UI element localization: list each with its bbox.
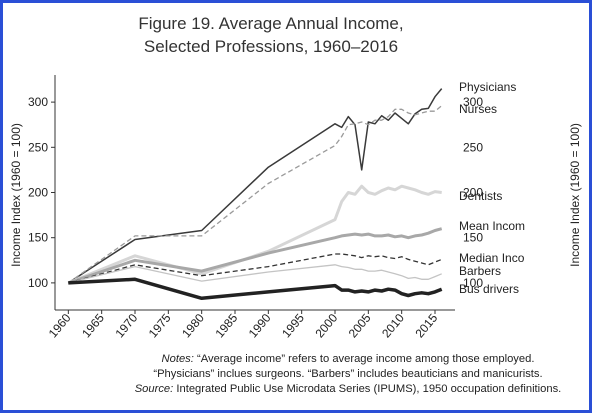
series-line	[68, 277, 443, 301]
series-label: Nurses	[459, 102, 497, 116]
series-label: Mean Incom	[459, 219, 525, 233]
x-tick-label: 2010	[379, 311, 407, 341]
x-tick-label: 1970	[112, 311, 140, 341]
note: Notes: “Average income” refers to averag…	[162, 353, 535, 365]
chart-title: Figure 19. Average Annual Income,	[138, 14, 403, 33]
y2-tick-label: 150	[463, 231, 483, 245]
x-tick-label: 1960	[46, 311, 74, 341]
chart-title: Selected Professions, 1960–2016	[144, 37, 398, 56]
y2-tick-label: 250	[463, 140, 483, 154]
series-line	[67, 184, 442, 285]
x-tick-label: 1990	[246, 311, 274, 341]
y2-axis-label: Income Index (1960 = 100)	[568, 123, 582, 267]
series-label: Physicians	[459, 80, 516, 94]
x-tick-label: 1995	[279, 311, 307, 341]
y-tick-label: 250	[28, 140, 48, 154]
note-lead: Notes:	[162, 353, 194, 365]
x-tick-label: 1980	[179, 311, 207, 341]
y-axis-label: Income Index (1960 = 100)	[9, 123, 23, 267]
note-text: “Average income” refers to average incom…	[197, 353, 534, 365]
note-text: Integrated Public Use Microdata Series (…	[176, 383, 561, 395]
series-label: Bus drivers	[459, 282, 519, 296]
series-line	[68, 253, 442, 284]
y-tick-label: 100	[28, 276, 48, 290]
series-line	[67, 227, 443, 285]
x-tick-label: 1985	[212, 311, 240, 341]
chart: Figure 19. Average Annual Income, Select…	[9, 14, 582, 395]
series-label: Median Inco	[459, 251, 525, 265]
series-label: Dentists	[459, 189, 502, 203]
series-label: Barbers	[459, 264, 501, 278]
series-line	[68, 264, 442, 284]
x-tick-label: 1965	[79, 311, 107, 341]
x-tick-label: 2015	[412, 311, 440, 341]
note: Source: Integrated Public Use Microdata …	[135, 383, 562, 395]
note-lead: Source:	[135, 383, 174, 395]
series-line	[67, 105, 443, 284]
x-tick-label: 2000	[312, 311, 340, 341]
y-tick-label: 150	[28, 231, 48, 245]
x-tick-label: 2005	[346, 311, 374, 341]
y2-tick-label: 300	[463, 95, 483, 109]
note: “Physicians” inclues surgeons. “Barbers”…	[153, 368, 542, 380]
series-line	[67, 88, 443, 284]
y2-tick-label: 200	[463, 186, 483, 200]
x-tick-label: 1975	[146, 311, 174, 341]
y-tick-label: 300	[28, 95, 48, 109]
y2-tick-label: 100	[463, 276, 483, 290]
y-tick-label: 200	[28, 186, 48, 200]
note-text: “Physicians” inclues surgeons. “Barbers”…	[153, 368, 542, 380]
